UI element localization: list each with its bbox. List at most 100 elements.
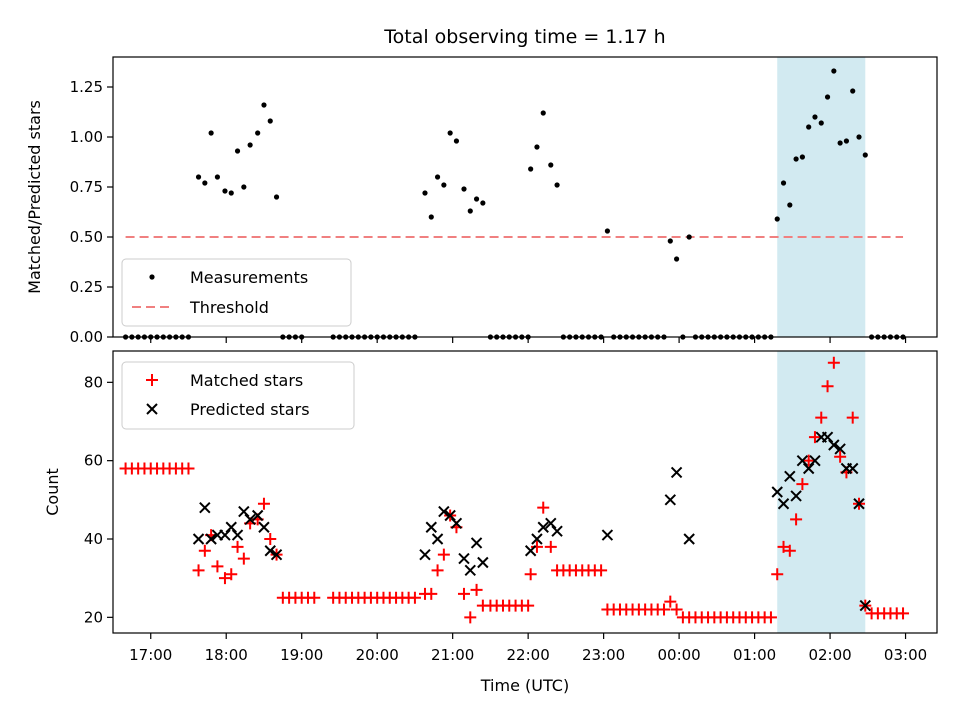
- matched-star-point: [425, 587, 438, 600]
- matched-star-point: [897, 607, 910, 620]
- matched-star-point: [198, 544, 211, 557]
- y-tick-label: 80: [84, 373, 103, 391]
- y-tick-label: 1.00: [70, 128, 103, 146]
- chart-title: Total observing time = 1.17 h: [383, 26, 665, 48]
- x-tick-label: 21:00: [431, 646, 474, 664]
- predicted-star-point: [470, 537, 483, 549]
- predicted-star-point: [790, 490, 802, 502]
- bottom-y-ticks: 20 40 60 80: [84, 373, 113, 626]
- highlight-span-top: [777, 57, 866, 337]
- predicted-star-point: [199, 501, 211, 514]
- measurement-point: [473, 196, 480, 202]
- legend-measurements-marker: [149, 274, 155, 280]
- y-tick-label: 0.75: [70, 178, 103, 196]
- measurement-point: [818, 120, 824, 126]
- measurement-point: [228, 190, 234, 196]
- top-plot-frame: [112, 56, 938, 338]
- matched-star-point: [211, 560, 224, 573]
- x-tick-label: 02:00: [808, 646, 851, 664]
- legend-matched-label: Matched stars: [190, 371, 303, 390]
- measurement-point: [774, 216, 780, 222]
- predicted-star-point: [796, 454, 809, 467]
- predicted-star-point: [601, 529, 614, 541]
- predicted-star-point: [464, 564, 476, 577]
- predicted-star-point: [192, 533, 205, 545]
- measurement-point: [850, 88, 856, 94]
- x-tick-label: 20:00: [356, 646, 399, 664]
- matched-star-point: [218, 572, 231, 585]
- predicted-star-point: [258, 521, 270, 533]
- measurement-point: [528, 166, 534, 172]
- bottom-y-axis-label: Count: [43, 468, 62, 516]
- measurement-point: [824, 94, 831, 100]
- predicted-star-point: [244, 513, 256, 526]
- top-panel: 0.00 0.25 0.50 0.75 1.00 1.25 Matched/Predict…: [25, 56, 938, 346]
- matched-star-point: [834, 450, 847, 463]
- measurement-point: [548, 162, 554, 168]
- matched-star-point: [815, 411, 828, 424]
- matched-star-point: [664, 595, 677, 608]
- predicted-star-point: [664, 494, 677, 506]
- measurement-point: [806, 124, 812, 130]
- measurement-point: [480, 200, 486, 206]
- measurement-point: [447, 130, 453, 136]
- bottom-plot-frame: [112, 350, 938, 634]
- matched-star-point: [658, 603, 671, 616]
- predicted-star-point: [238, 505, 250, 518]
- measurement-point: [534, 144, 540, 150]
- measurement-point: [780, 180, 787, 186]
- measurement-point: [241, 184, 247, 190]
- x-tick-label: 19:00: [280, 646, 323, 664]
- matched-star-point: [796, 478, 809, 491]
- measurement-point: [461, 186, 467, 192]
- matched-star-point: [524, 568, 537, 581]
- predicted-star-point: [859, 599, 872, 612]
- matched-star-point: [231, 540, 244, 553]
- matched-star-point: [237, 552, 250, 565]
- predicted-star-point: [802, 462, 815, 475]
- measurement-point: [667, 238, 673, 244]
- legend-threshold-label: Threshold: [189, 298, 269, 317]
- matched-star-point: [264, 533, 277, 545]
- predicted-star-point: [853, 498, 865, 510]
- measurement-point: [604, 228, 611, 234]
- x-axis-label: Time (UTC): [480, 676, 569, 695]
- predicted-star-point: [545, 517, 557, 530]
- measurement-point: [686, 234, 692, 240]
- predicted-star-point: [431, 533, 444, 545]
- measurement-point: [267, 118, 273, 124]
- predicted-star-point: [784, 470, 796, 483]
- predicted-star-point: [477, 556, 489, 569]
- y-tick-label: 60: [84, 452, 103, 470]
- predicted-star-point: [270, 548, 283, 561]
- y-tick-label: 1.25: [70, 78, 103, 96]
- matched-star-point: [437, 548, 450, 561]
- matched-star-point: [764, 611, 777, 624]
- predicted-star-point: [219, 529, 231, 541]
- predicted-star-point: [419, 548, 431, 561]
- matched-star-point: [783, 544, 796, 557]
- measurement-point: [673, 256, 680, 262]
- measurement-point: [208, 130, 214, 136]
- matched-star-point: [537, 501, 550, 514]
- predicted-star-point: [537, 521, 549, 533]
- predicted-star-point: [834, 443, 846, 455]
- y-tick-label: 0.25: [70, 278, 103, 296]
- matched-star-point: [522, 599, 535, 612]
- predicted-star-point: [551, 525, 563, 537]
- bottom-legend: Matched stars Predicted stars: [121, 361, 355, 430]
- measurement-point: [467, 208, 473, 214]
- measurement-point: [856, 134, 862, 140]
- predicted-star-point: [524, 545, 537, 557]
- measurement-point: [247, 142, 253, 148]
- measurement-point: [812, 114, 818, 120]
- legend-measurements-label: Measurements: [190, 268, 308, 287]
- measurement-point: [255, 130, 261, 136]
- predicted-star-point: [771, 486, 783, 498]
- x-tick-label: 03:00: [884, 646, 927, 664]
- predicted-star-point: [425, 521, 437, 533]
- x-tick-label: 00:00: [657, 646, 700, 664]
- matched-stars-points: [119, 356, 910, 624]
- matched-star-point: [544, 540, 557, 553]
- measurement-point: [862, 152, 868, 158]
